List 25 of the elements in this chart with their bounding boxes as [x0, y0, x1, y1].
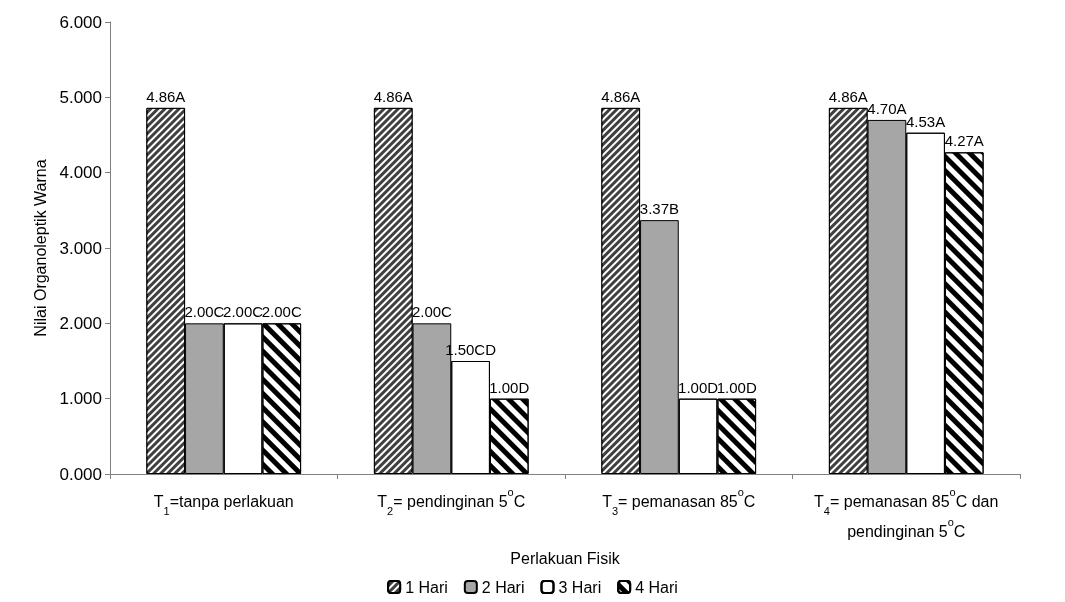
y-tick-label: 1.000	[59, 389, 102, 409]
data-label: 1.00D	[678, 378, 719, 396]
legend-label: 1 Hari	[405, 578, 448, 596]
data-label: 4.70A	[867, 99, 907, 117]
y-tick-label: 3.000	[59, 238, 102, 258]
data-label: 4.86A	[601, 87, 641, 105]
y-tick-label: 4.000	[59, 163, 102, 183]
legend-label: 2 Hari	[481, 578, 525, 596]
legend-label: 3 Hari	[558, 578, 602, 596]
legend-label: 4 Hari	[635, 578, 678, 596]
x-axis-title: Perlakuan Fisik	[510, 550, 621, 568]
data-label: 3.37B	[639, 200, 680, 218]
data-label: 4.86A	[828, 87, 868, 105]
y-tick-label: 0.000	[59, 464, 102, 484]
data-label: 2.00C	[261, 303, 302, 321]
data-label: 1.00D	[489, 378, 530, 396]
data-label: 4.86A	[373, 87, 413, 105]
y-tick-label: 2.000	[59, 313, 102, 333]
data-label: 4.27A	[944, 132, 984, 150]
y-tick-label: 5.000	[59, 87, 102, 107]
y-tick-label: 6.000	[59, 12, 102, 32]
y-axis-title: Nilai Organoleptik Warna	[32, 159, 50, 337]
data-label: 2.00C	[223, 303, 264, 321]
data-label: 2.00C	[184, 303, 225, 321]
data-label: 4.86A	[146, 87, 186, 105]
